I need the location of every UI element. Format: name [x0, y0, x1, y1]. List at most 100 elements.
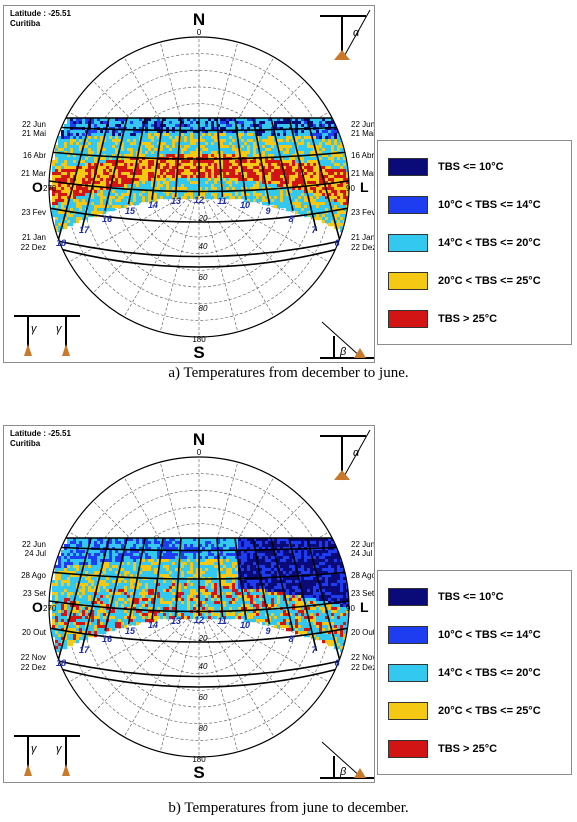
temperature-cell [223, 181, 227, 185]
temperature-cell [106, 169, 110, 173]
temperature-cell [208, 589, 212, 593]
temperature-cell [229, 154, 233, 158]
temperature-cell [214, 571, 218, 575]
azimuth-line [123, 606, 200, 738]
temperature-cell [67, 223, 71, 227]
temperature-cell [286, 154, 290, 158]
temperature-cell [208, 181, 212, 185]
temperature-cell [277, 124, 281, 128]
temperature-cell [91, 124, 95, 128]
temperature-cell [139, 616, 143, 620]
temperature-cell [94, 139, 98, 143]
temperature-cell [136, 619, 140, 623]
temperature-cell [196, 166, 200, 170]
temperature-cell [268, 160, 272, 164]
temperature-cell [295, 169, 299, 173]
temperature-cell [199, 127, 203, 131]
temperature-cell [214, 565, 218, 569]
temperature-cell [106, 151, 110, 155]
temperature-cell [109, 202, 113, 206]
temperature-cell [166, 598, 170, 602]
temperature-cell [169, 574, 173, 578]
temperature-cell [208, 586, 212, 590]
temperature-cell [100, 556, 104, 560]
temperature-cell [175, 613, 179, 617]
temperature-cell [130, 166, 134, 170]
temperature-cell [226, 193, 230, 197]
temperature-cell [58, 598, 62, 602]
temperature-cell [157, 583, 161, 587]
temperature-cell [115, 625, 119, 629]
temperature-cell [241, 136, 245, 140]
legend-swatch [388, 234, 428, 252]
temperature-cell [109, 592, 113, 596]
temperature-cell [73, 589, 77, 593]
temperature-cell [226, 175, 230, 179]
temperature-cell [82, 631, 86, 635]
temperature-cell [130, 157, 134, 161]
temperature-cell [109, 583, 113, 587]
temperature-cell [79, 565, 83, 569]
temperature-cell [229, 166, 233, 170]
temperature-cell [100, 589, 104, 593]
temperature-cell [205, 187, 209, 191]
temperature-cell [82, 619, 86, 623]
temperature-cell [205, 130, 209, 134]
temperature-cell [229, 142, 233, 146]
temperature-cell [232, 586, 236, 590]
temperature-cell [103, 160, 107, 164]
temperature-cell [232, 607, 236, 611]
temperature-cell [136, 595, 140, 599]
temperature-cell [82, 181, 86, 185]
temperature-cell [193, 172, 197, 176]
temperature-cell [334, 169, 338, 173]
temperature-cell [211, 154, 215, 158]
temperature-cell [145, 592, 149, 596]
temperature-cell [103, 118, 107, 122]
temperature-cell [160, 607, 164, 611]
temperature-cell [55, 568, 59, 572]
temperature-cell [106, 145, 110, 149]
temperature-cell [157, 190, 161, 194]
temperature-cell [136, 121, 140, 125]
temperature-cell [76, 574, 80, 578]
temperature-cell [184, 592, 188, 596]
temperature-cell [178, 607, 182, 611]
temperature-cell [79, 118, 83, 122]
temperature-cell [178, 193, 182, 197]
temperature-cell [64, 619, 68, 623]
temperature-cell [163, 136, 167, 140]
temperature-cell [187, 571, 191, 575]
temperature-cell [73, 187, 77, 191]
temperature-cell [187, 592, 191, 596]
temperature-cell [154, 583, 158, 587]
temperature-cell [214, 568, 218, 572]
temperature-cell [241, 538, 245, 542]
temperature-cell [280, 130, 284, 134]
temperature-cell [253, 199, 257, 203]
temperature-cell [193, 196, 197, 200]
temperature-cell [211, 568, 215, 572]
temperature-cell [157, 184, 161, 188]
temperature-cell [235, 613, 239, 617]
temperature-cell [70, 595, 74, 599]
temperature-cell [187, 559, 191, 563]
temperature-cell [238, 187, 242, 191]
temperature-cell [121, 571, 125, 575]
temperature-cell [109, 577, 113, 581]
temperature-cell [97, 541, 101, 545]
temperature-cell [97, 193, 101, 197]
temperature-cell [103, 619, 107, 623]
temperature-cell [142, 565, 146, 569]
temperature-cell [286, 160, 290, 164]
temperature-cell [55, 625, 59, 629]
temperature-cell [178, 616, 182, 620]
temperature-cell [103, 199, 107, 203]
temperature-cell [277, 202, 281, 206]
date-label-right: 21 Jan [351, 233, 374, 242]
temperature-cell [226, 142, 230, 146]
temperature-cell [214, 124, 218, 128]
temperature-cell [121, 616, 125, 620]
temperature-cell [124, 154, 128, 158]
temperature-cell [91, 190, 95, 194]
